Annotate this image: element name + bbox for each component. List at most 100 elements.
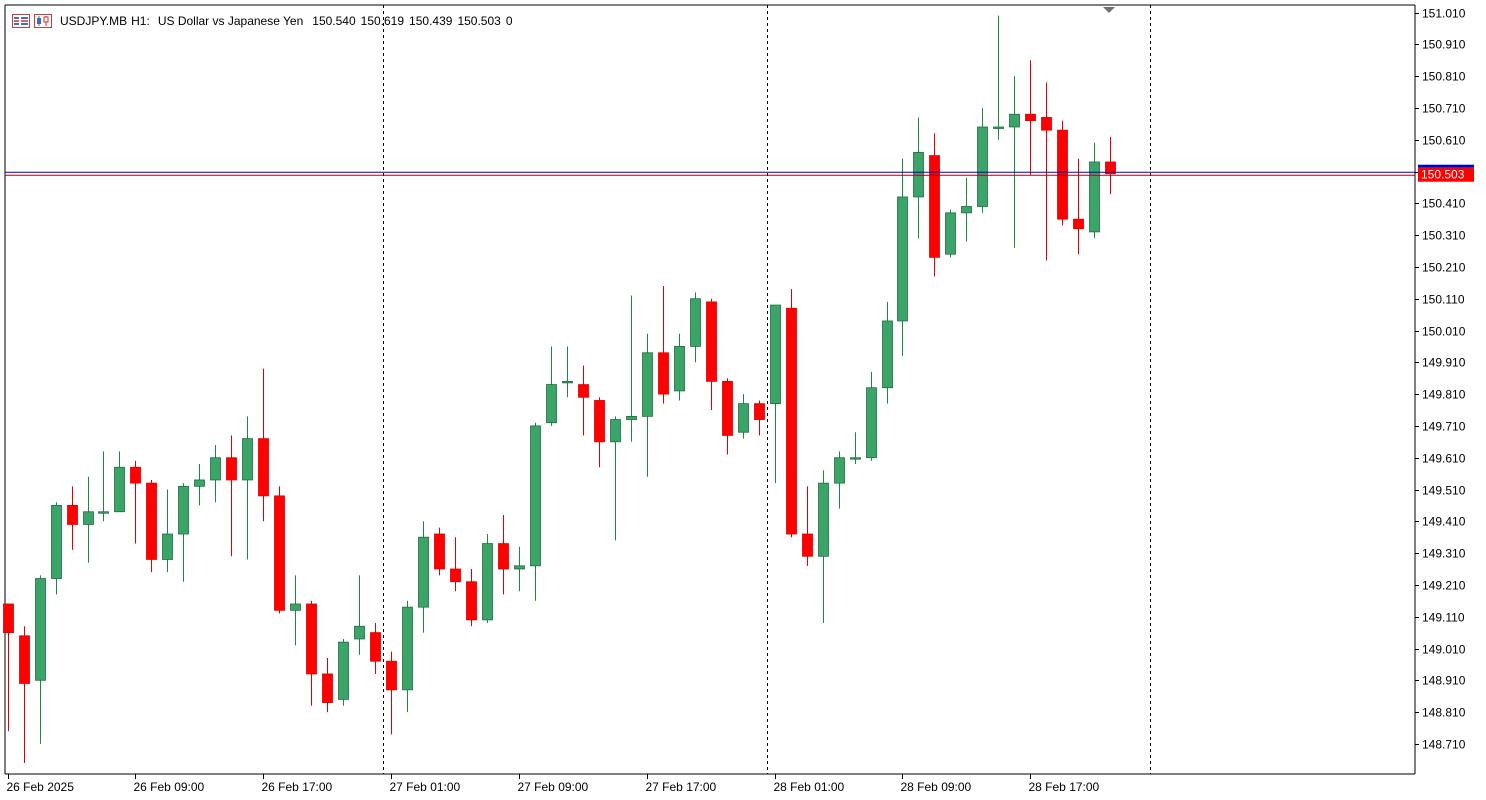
bull-candle bbox=[690, 298, 701, 347]
bear-candle bbox=[802, 533, 813, 557]
y-tick-label: 148.710 bbox=[1422, 738, 1466, 752]
bull-candle bbox=[1089, 161, 1100, 233]
bull-candle bbox=[35, 578, 46, 681]
bear-candle bbox=[19, 635, 30, 684]
bull-candle bbox=[242, 438, 253, 481]
bull-candle bbox=[562, 380, 573, 384]
ohlc-values: 150.540 150.619 150.439 150.503 0 bbox=[307, 14, 512, 28]
x-tick-label: 28 Feb 17:00 bbox=[1029, 780, 1100, 794]
y-tick-label: 149.610 bbox=[1422, 452, 1466, 466]
bull-candle bbox=[897, 196, 908, 322]
timeframe-label: H1: bbox=[131, 14, 150, 28]
open-value: 150.540 bbox=[312, 14, 356, 28]
x-tick-label: 28 Feb 09:00 bbox=[901, 780, 972, 794]
bear-candle bbox=[658, 352, 669, 395]
x-tick-label: 28 Feb 01:00 bbox=[774, 780, 845, 794]
bid-price-marker bbox=[1418, 164, 1474, 168]
y-tick-label: 150.610 bbox=[1422, 134, 1466, 148]
bull-candle bbox=[850, 457, 861, 460]
bull-candle bbox=[913, 152, 924, 198]
y-tick-label: 148.810 bbox=[1422, 706, 1466, 720]
current-price-tag bbox=[1418, 167, 1474, 182]
bear-candle bbox=[1025, 113, 1036, 122]
bull-candle bbox=[674, 345, 685, 392]
y-tick-label: 149.910 bbox=[1422, 356, 1466, 370]
bear-candle bbox=[1057, 129, 1068, 220]
bull-candle bbox=[546, 384, 557, 424]
y-tick-label: 150.410 bbox=[1422, 197, 1466, 211]
x-tick-label: 26 Feb 17:00 bbox=[262, 780, 333, 794]
bull-candle bbox=[977, 126, 988, 207]
bear-candle bbox=[929, 155, 940, 258]
high-value: 150.619 bbox=[360, 14, 405, 28]
bear-candle bbox=[722, 380, 733, 436]
bear-candle bbox=[1073, 218, 1084, 230]
symbol-label: USDJPY.MB bbox=[60, 14, 128, 28]
y-tick-label: 150.310 bbox=[1422, 229, 1466, 243]
bear-candle bbox=[578, 384, 589, 398]
bull-candle bbox=[610, 419, 621, 443]
bull-candle bbox=[866, 387, 877, 459]
low-value: 150.439 bbox=[409, 14, 453, 28]
bear-candle bbox=[3, 603, 14, 633]
bull-candle bbox=[993, 126, 1004, 129]
bear-candle bbox=[498, 543, 509, 570]
bear-candle bbox=[466, 581, 477, 621]
y-tick-label: 149.010 bbox=[1422, 643, 1466, 657]
bear-candle bbox=[1105, 161, 1116, 175]
bear-candle bbox=[386, 660, 397, 691]
bull-candle bbox=[818, 482, 829, 557]
y-tick-label: 149.710 bbox=[1422, 420, 1466, 434]
y-tick-label: 150.010 bbox=[1422, 325, 1466, 339]
y-tick-label: 150.110 bbox=[1422, 293, 1465, 307]
x-tick-label: 27 Feb 01:00 bbox=[390, 780, 461, 794]
chart-list-icon[interactable] bbox=[12, 14, 30, 28]
y-tick-label: 149.310 bbox=[1422, 547, 1466, 561]
bull-candle bbox=[642, 352, 653, 417]
x-tick-label: 26 Feb 2025 bbox=[7, 780, 75, 794]
bull-candle bbox=[338, 641, 349, 700]
y-tick-label: 148.910 bbox=[1422, 674, 1466, 688]
y-tick-label: 149.510 bbox=[1422, 484, 1466, 498]
bull-candle bbox=[354, 625, 365, 640]
bull-candle bbox=[738, 403, 749, 433]
bull-candle bbox=[626, 415, 637, 420]
y-tick-label: 149.110 bbox=[1422, 611, 1465, 625]
candles-icon[interactable] bbox=[34, 14, 52, 28]
symbol-description: US Dollar vs Japanese Yen bbox=[157, 14, 304, 28]
y-tick-label: 150.810 bbox=[1422, 70, 1466, 84]
y-tick-label: 150.910 bbox=[1422, 38, 1466, 52]
bull-candle bbox=[114, 466, 125, 513]
bear-candle bbox=[130, 466, 141, 484]
bull-candle bbox=[482, 543, 493, 621]
bull-candle bbox=[210, 457, 221, 481]
bull-candle bbox=[98, 511, 109, 514]
bull-candle bbox=[834, 457, 845, 484]
chart-shift-icon[interactable] bbox=[1103, 7, 1115, 13]
y-tick-label: 149.210 bbox=[1422, 579, 1466, 593]
x-tick-label: 27 Feb 17:00 bbox=[646, 780, 717, 794]
bull-candle bbox=[514, 565, 525, 570]
bull-candle bbox=[290, 603, 301, 611]
bear-candle bbox=[274, 495, 285, 611]
bear-candle bbox=[306, 603, 317, 675]
y-tick-label: 149.410 bbox=[1422, 515, 1466, 529]
chart-header: USDJPY.MB H1: US Dollar vs Japanese Yen 1… bbox=[12, 12, 513, 30]
bull-candle bbox=[530, 425, 541, 567]
bull-candle bbox=[770, 304, 781, 405]
bull-candle bbox=[882, 320, 893, 389]
bull-candle bbox=[961, 206, 972, 214]
bull-candle bbox=[402, 606, 413, 691]
y-tick-label: 150.210 bbox=[1422, 261, 1466, 275]
bull-candle bbox=[418, 536, 429, 608]
bull-candle bbox=[162, 533, 173, 560]
y-tick-label: 151.010 bbox=[1422, 7, 1466, 21]
bear-candle bbox=[258, 438, 269, 497]
bull-candle bbox=[83, 511, 94, 525]
bull-candle bbox=[178, 485, 189, 535]
bear-candle bbox=[786, 307, 797, 535]
y-tick-label: 149.810 bbox=[1422, 388, 1466, 402]
bear-candle bbox=[146, 482, 157, 560]
bull-candle bbox=[1009, 113, 1020, 128]
